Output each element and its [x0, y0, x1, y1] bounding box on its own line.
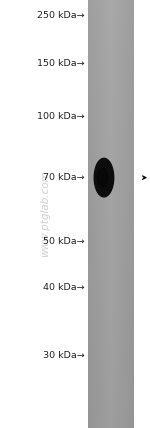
- Text: 70 kDa→: 70 kDa→: [44, 173, 85, 182]
- Text: 40 kDa→: 40 kDa→: [44, 283, 85, 292]
- Ellipse shape: [97, 168, 108, 187]
- Ellipse shape: [94, 158, 114, 197]
- Text: 250 kDa→: 250 kDa→: [38, 11, 85, 20]
- Text: 50 kDa→: 50 kDa→: [44, 237, 85, 247]
- Text: 30 kDa→: 30 kDa→: [43, 351, 85, 360]
- Text: 150 kDa→: 150 kDa→: [38, 59, 85, 68]
- Text: 100 kDa→: 100 kDa→: [38, 112, 85, 121]
- Text: www.ptglab.com: www.ptglab.com: [40, 171, 50, 257]
